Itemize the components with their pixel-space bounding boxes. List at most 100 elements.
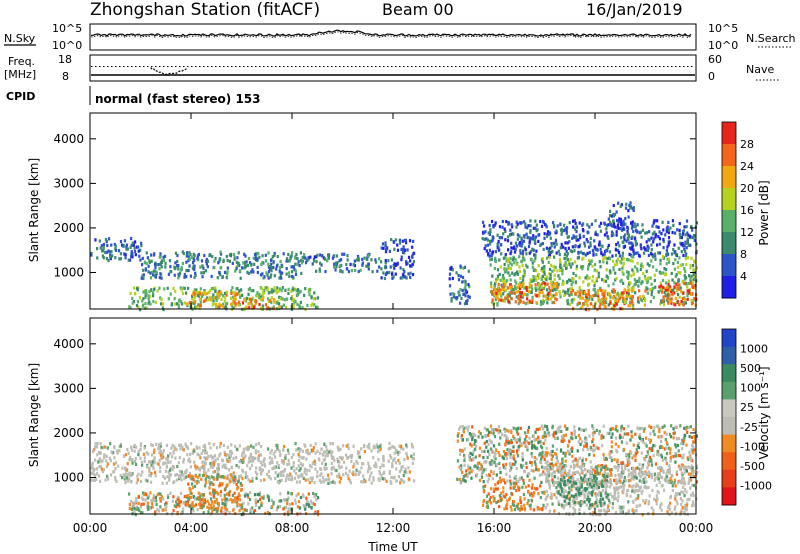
scatter-point — [691, 473, 694, 477]
scatter-point — [488, 473, 491, 478]
scatter-point — [478, 446, 482, 450]
scatter-point — [252, 456, 255, 460]
scatter-point — [229, 450, 233, 454]
scatter-point — [581, 251, 585, 256]
scatter-point — [242, 501, 245, 505]
scatter-point — [155, 502, 158, 507]
scatter-point — [575, 267, 578, 271]
scatter-point — [621, 270, 624, 274]
scatter-point — [500, 236, 504, 240]
scatter-point — [244, 254, 247, 258]
scatter-point — [638, 479, 641, 483]
scatter-point — [563, 438, 566, 442]
scatter-point — [230, 465, 233, 469]
scatter-point — [494, 451, 497, 456]
scatter-point — [505, 219, 508, 224]
scatter-point — [541, 446, 544, 450]
scatter-point — [180, 470, 183, 474]
scatter-point — [142, 273, 145, 277]
scatter-point — [231, 295, 234, 299]
scatter-point — [484, 434, 488, 439]
scatter-point — [257, 456, 260, 460]
scatter-point — [640, 451, 643, 455]
scatter-point — [487, 231, 490, 235]
scatter-point — [127, 473, 130, 477]
scatter-point — [109, 256, 112, 261]
scatter-point — [507, 293, 510, 297]
scatter-point — [664, 233, 667, 237]
scatter-point — [291, 298, 294, 302]
scatter-point — [162, 461, 165, 465]
scatter-point — [249, 507, 252, 512]
scatter-point — [279, 270, 282, 275]
scatter-point — [627, 285, 630, 289]
scatter-point — [673, 231, 677, 235]
scatter-point — [182, 448, 185, 452]
scatter-point — [687, 243, 690, 247]
scatter-point — [204, 292, 207, 296]
scatter-point — [662, 245, 665, 250]
scatter-point — [564, 260, 567, 264]
scatter-point — [305, 450, 308, 455]
scatter-point — [196, 293, 200, 298]
scatter-point — [469, 451, 472, 455]
scatter-point — [290, 290, 293, 294]
scatter-point — [652, 237, 656, 241]
scatter-point — [593, 239, 596, 243]
scatter-point — [631, 245, 634, 249]
scatter-point — [602, 258, 605, 262]
scatter-point — [221, 510, 224, 514]
scatter-point — [388, 470, 391, 474]
scatter-point — [192, 478, 195, 482]
scatter-point — [549, 246, 552, 250]
scatter-point — [131, 461, 134, 465]
scatter-point — [199, 500, 202, 504]
scatter-point — [317, 457, 320, 461]
scatter-point — [173, 297, 176, 301]
scatter-point — [625, 291, 629, 295]
scatter-point — [113, 456, 116, 460]
scatter-point — [542, 300, 546, 304]
scatter-point — [391, 465, 394, 469]
scatter-point — [187, 286, 190, 290]
scatter-point — [105, 459, 108, 463]
scatter-point — [218, 270, 221, 275]
scatter-point — [388, 441, 391, 446]
scatter-point — [597, 275, 600, 279]
scatter-point — [681, 473, 684, 477]
scatter-point — [603, 301, 606, 305]
scatter-point — [673, 251, 676, 255]
scatter-point — [367, 264, 370, 269]
scatter-point — [522, 274, 525, 278]
scatter-point — [265, 286, 268, 290]
scatter-point — [345, 466, 348, 470]
scatter-point — [131, 252, 134, 256]
scatter-point — [215, 498, 218, 502]
scatter-point — [136, 474, 139, 478]
scatter-point — [550, 453, 553, 457]
scatter-point — [248, 459, 252, 463]
scatter-point — [128, 477, 131, 481]
scatter-point — [158, 447, 161, 451]
scatter-point — [228, 455, 231, 460]
scatter-point — [210, 506, 213, 510]
scatter-point — [508, 462, 512, 466]
scatter-point — [678, 221, 681, 226]
scatter-point — [604, 297, 608, 301]
scatter-point — [514, 279, 517, 283]
scatter-point — [508, 469, 512, 473]
scatter-point — [142, 492, 146, 497]
scatter-point — [684, 249, 687, 254]
scatter-point — [239, 459, 243, 463]
scatter-point — [555, 229, 558, 233]
scatter-point — [626, 236, 629, 240]
scatter-point — [177, 276, 180, 280]
scatter-point — [511, 225, 514, 229]
scatter-point — [189, 476, 192, 480]
scatter-point — [462, 426, 466, 430]
scatter-point — [474, 455, 477, 459]
scatter-point — [285, 305, 288, 310]
scatter-point — [390, 456, 393, 460]
scatter-point — [677, 287, 681, 291]
scatter-point — [653, 444, 657, 448]
